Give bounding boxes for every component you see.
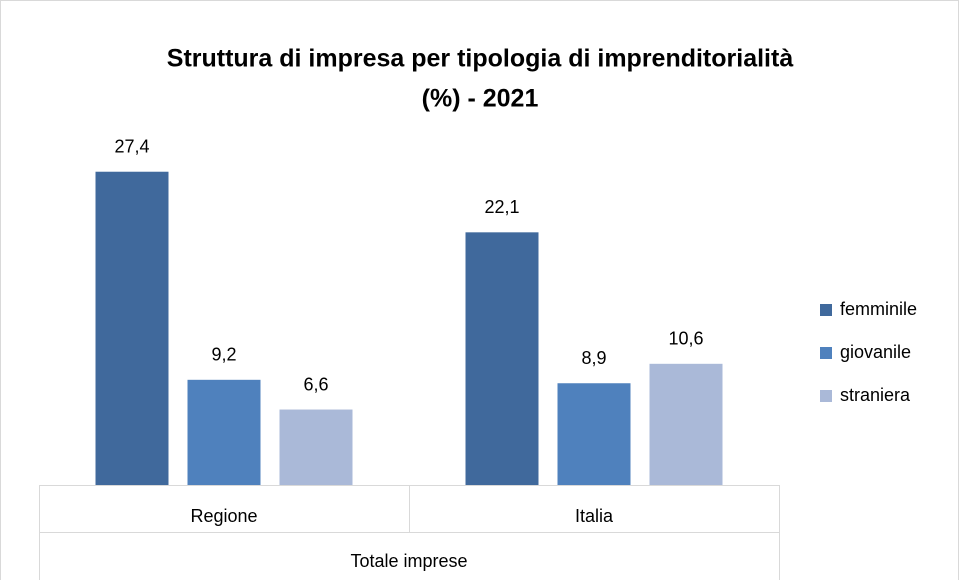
bar <box>279 409 353 485</box>
bar <box>187 379 261 485</box>
bar <box>95 171 169 485</box>
legend-label: giovanile <box>840 342 911 362</box>
data-label: 22,1 <box>484 197 519 217</box>
chart-subtitle: (%) - 2021 <box>422 85 539 113</box>
legend-label: femminile <box>840 299 917 319</box>
legend-swatch <box>820 390 832 402</box>
data-label: 10,6 <box>668 329 703 349</box>
bar <box>649 363 723 485</box>
chart-title: Struttura di impresa per tipologia di im… <box>167 45 794 73</box>
x-tick-label: Regione <box>190 506 257 526</box>
legend-label: straniera <box>840 385 911 405</box>
bar <box>557 383 631 485</box>
legend-swatch <box>820 304 832 316</box>
data-label: 6,6 <box>303 374 328 394</box>
bar <box>465 232 539 485</box>
data-label: 9,2 <box>211 345 236 365</box>
category-group-label: Totale imprese <box>350 551 467 571</box>
data-label: 27,4 <box>114 136 149 156</box>
legend-swatch <box>820 347 832 359</box>
x-tick-label: Italia <box>575 506 614 526</box>
data-label: 8,9 <box>581 348 606 368</box>
